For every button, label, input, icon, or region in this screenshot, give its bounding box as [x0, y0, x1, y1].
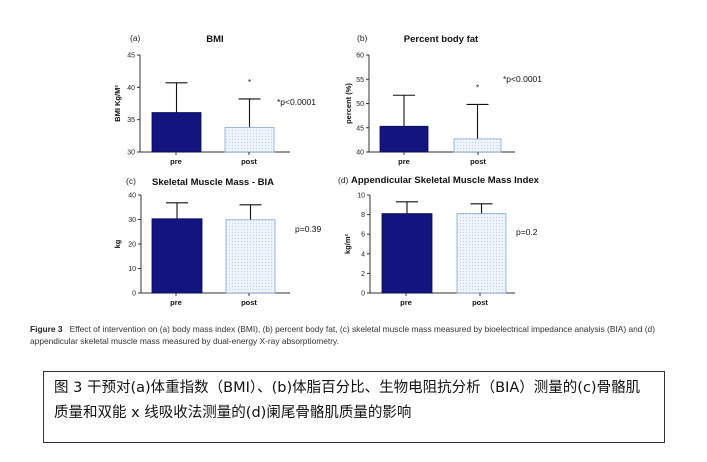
chart-4-y-axis-label: kg/m²: [343, 234, 352, 255]
chart-3-y-axis-label: kg: [113, 239, 122, 248]
chart-1-significance-post: *: [248, 78, 251, 87]
chart-4-x-tick-label-pre: pre: [400, 298, 412, 307]
chart-1-title: BMI: [206, 34, 223, 45]
chart-3-x-tick-label-pre: pre: [170, 298, 182, 307]
chart-2-p-value: *p<0.0001: [503, 74, 542, 84]
caption-text: Effect of intervention on (a) body mass …: [30, 324, 655, 346]
chart-2-y-tick-label-0: 40: [356, 150, 364, 157]
chart-2-x-tick-label-post: post: [470, 157, 486, 166]
chart-3-y-tick-label-3: 30: [128, 217, 136, 224]
chart-1-panel-label: (a): [130, 33, 141, 43]
chart-2-title: Percent body fat: [404, 34, 479, 45]
chart-1-y-tick-label-2: 40: [127, 85, 135, 92]
chart-4-title: Appendicular Skeletal Muscle Mass Index: [351, 175, 540, 186]
chart-3-bar-post: [225, 219, 276, 294]
chart-4-p-value: p=0.2: [516, 227, 538, 237]
chart-1-bar-pre: [151, 112, 202, 153]
chart-4-y-tick-label-1: 2: [361, 271, 365, 278]
caption-lead: Figure 3: [30, 324, 63, 334]
chart-4-y-tick-label-2: 4: [361, 251, 365, 258]
chart-4-bar-pre: [381, 213, 433, 294]
chart-2-y-tick-label-1: 45: [356, 125, 364, 132]
chart-3-y-tick-label-1: 10: [128, 266, 136, 273]
chart-2-bar-post: [453, 138, 502, 153]
chart-1-x-tick-label-post: post: [241, 157, 257, 166]
chart-2-panel-label: (b): [357, 33, 368, 43]
chart-4-x-tick-label-post: post: [472, 298, 488, 307]
chart-3-y-tick-label-0: 0: [132, 291, 136, 298]
chart-3-x-tick-label-post: post: [241, 298, 257, 307]
chart-2-x-tick-label-pre: pre: [398, 157, 410, 166]
chart-3-y-tick-label-2: 20: [128, 242, 136, 249]
chart-3-title: Skeletal Muscle Mass - BIA: [152, 177, 274, 188]
chart-1-y-tick-label-1: 35: [127, 117, 135, 124]
chart-2-significance-post: *: [476, 83, 479, 92]
chart-4-panel-label: (d): [338, 175, 349, 185]
chart-2-y-axis-label: percent (%): [344, 83, 353, 124]
chart-4-y-tick-label-3: 6: [361, 232, 365, 239]
figure-caption: Figure 3 Effect of intervention on (a) b…: [30, 323, 680, 347]
chart-2-y-tick-label-4: 60: [356, 53, 364, 60]
chinese-caption: 图 3 干预对(a)体重指数（BMI）、(b)体脂百分比、生物电阻抗分析（BIA…: [54, 380, 641, 421]
chart-2-y-tick-label-3: 55: [356, 77, 364, 84]
chart-2-bar-pre: [379, 125, 429, 153]
chart-3-bar-pre: [151, 218, 203, 294]
chart-3-y-tick-label-4: 40: [128, 193, 136, 200]
chart-4-y-tick-label-4: 8: [361, 212, 365, 219]
chart-2-y-tick-label-2: 50: [356, 101, 364, 108]
chart-4-y-tick-label-5: 10: [357, 193, 365, 200]
chart-4-bar-post: [456, 213, 507, 294]
chart-1-y-axis-label: BMI Kg/M²: [113, 85, 122, 122]
chart-1-y-tick-label-0: 30: [127, 150, 135, 157]
chart-3-panel-label: (c): [126, 176, 136, 186]
chart-4-y-tick-label-0: 0: [361, 291, 365, 298]
chinese-caption-box: 图 3 干预对(a)体重指数（BMI）、(b)体脂百分比、生物电阻抗分析（BIA…: [43, 371, 665, 443]
chart-1-x-tick-label-pre: pre: [170, 157, 182, 166]
chart-1-y-tick-label-3: 45: [127, 53, 135, 60]
chart-3-p-value: p=0.39: [295, 224, 322, 234]
chart-1-bar-post: [224, 127, 275, 153]
chart-1-p-value: *p<0.0001: [277, 97, 316, 107]
